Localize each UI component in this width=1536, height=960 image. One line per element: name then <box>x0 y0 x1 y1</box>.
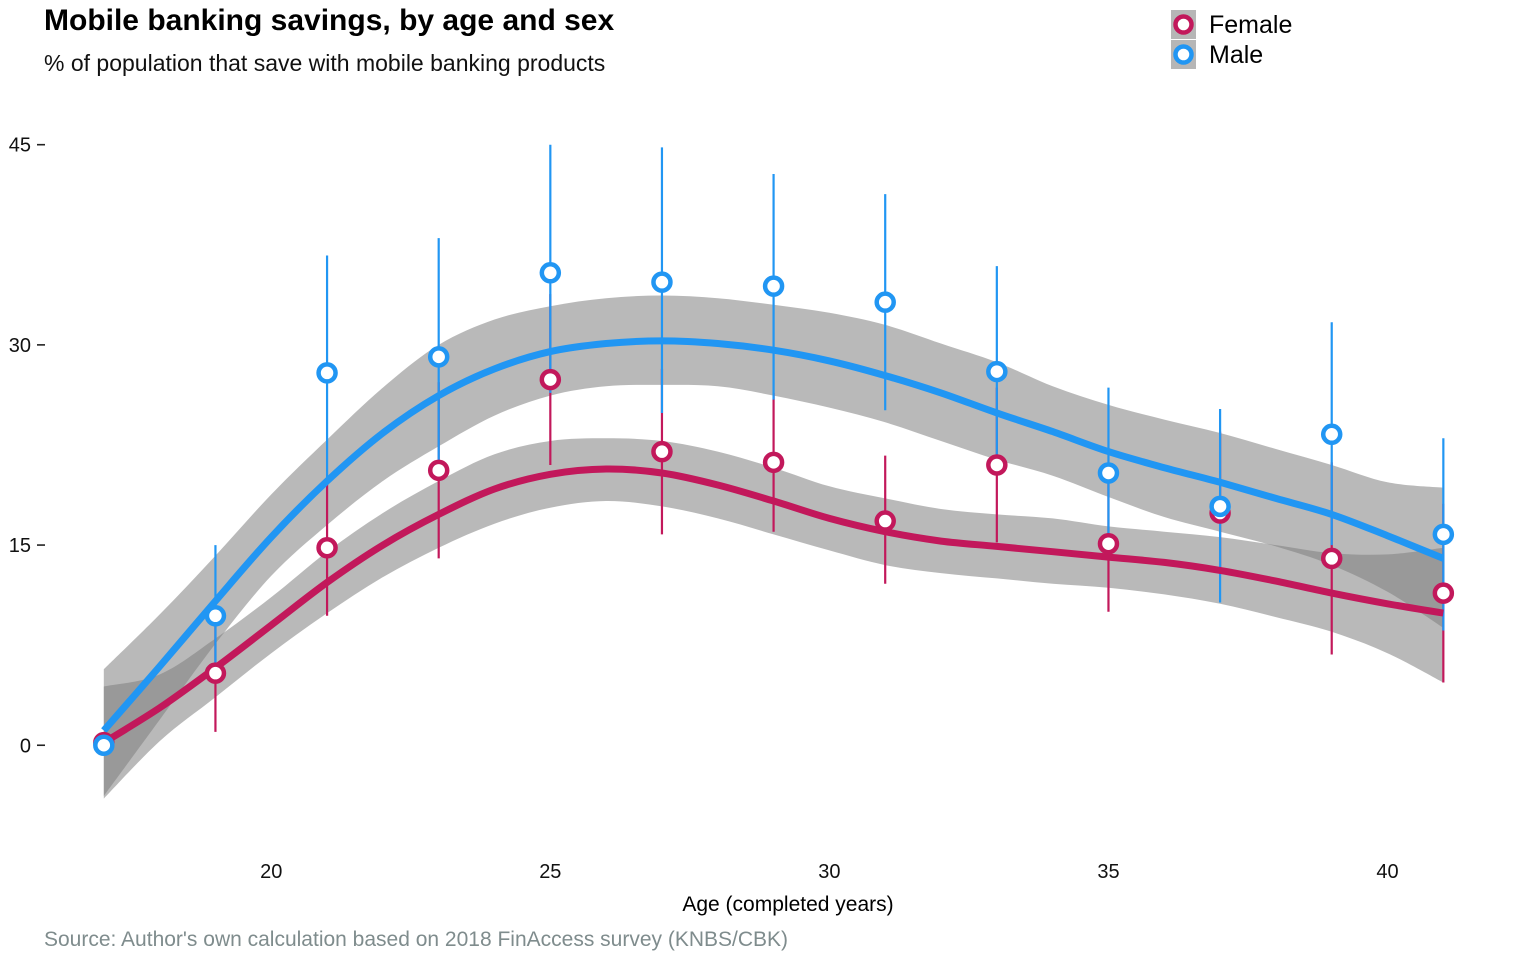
male-smooth-line <box>101 337 1445 733</box>
male-data-point <box>204 605 227 627</box>
legend-marker-male <box>1173 44 1194 65</box>
male-data-point <box>1320 423 1343 446</box>
legend-label-female: Female <box>1209 11 1292 39</box>
male-data-point <box>316 362 338 384</box>
male-data-point <box>651 271 673 293</box>
male-data-point <box>93 734 115 757</box>
x-axis: 20 25 30 35 40 <box>260 861 1399 883</box>
y-tick-label: 15 <box>9 535 31 557</box>
female-data-point <box>1320 547 1343 570</box>
x-tick-label: 40 <box>1376 861 1398 883</box>
male-data-point <box>1432 523 1455 546</box>
male-data-point <box>986 360 1008 383</box>
chart-subtitle: % of population that save with mobile ba… <box>44 50 606 76</box>
female-smooth-line <box>101 465 1444 746</box>
x-tick-label: 20 <box>260 861 282 883</box>
x-tick-label: 25 <box>539 861 561 883</box>
female-data-point <box>427 459 450 482</box>
y-axis: 0 15 30 45 <box>9 135 45 757</box>
chart-title: Mobile banking savings, by age and sex <box>44 4 615 37</box>
data-points <box>93 262 1455 757</box>
male-data-point <box>539 262 562 284</box>
female-data-point <box>204 662 227 684</box>
y-tick-label: 30 <box>9 335 31 357</box>
x-axis-title: Age (completed years) <box>682 893 893 916</box>
y-tick-label: 0 <box>20 735 31 757</box>
female-data-point <box>1432 582 1455 604</box>
female-data-point <box>316 536 338 559</box>
legend-item-female: Female <box>1171 10 1292 39</box>
smooth-lines <box>101 337 1445 746</box>
chart-caption: Source: Author's own calculation based o… <box>44 928 789 951</box>
female-data-point <box>986 454 1008 476</box>
legend-item-male: Male <box>1171 40 1263 69</box>
male-data-point <box>427 346 450 368</box>
female-data-point <box>1097 532 1120 555</box>
female-data-point <box>651 440 673 463</box>
female-data-point <box>762 451 785 474</box>
x-tick-label: 35 <box>1097 861 1119 883</box>
male-data-point <box>1097 462 1120 484</box>
female-data-point <box>539 368 562 391</box>
male-data-point <box>1209 495 1231 518</box>
female-data-point <box>874 510 896 532</box>
legend-marker-female <box>1173 14 1194 35</box>
legend-label-male: Male <box>1209 41 1263 69</box>
x-tick-label: 30 <box>818 861 840 883</box>
male-data-point <box>874 291 896 313</box>
y-tick-label: 45 <box>9 135 31 157</box>
male-data-point <box>762 275 785 297</box>
